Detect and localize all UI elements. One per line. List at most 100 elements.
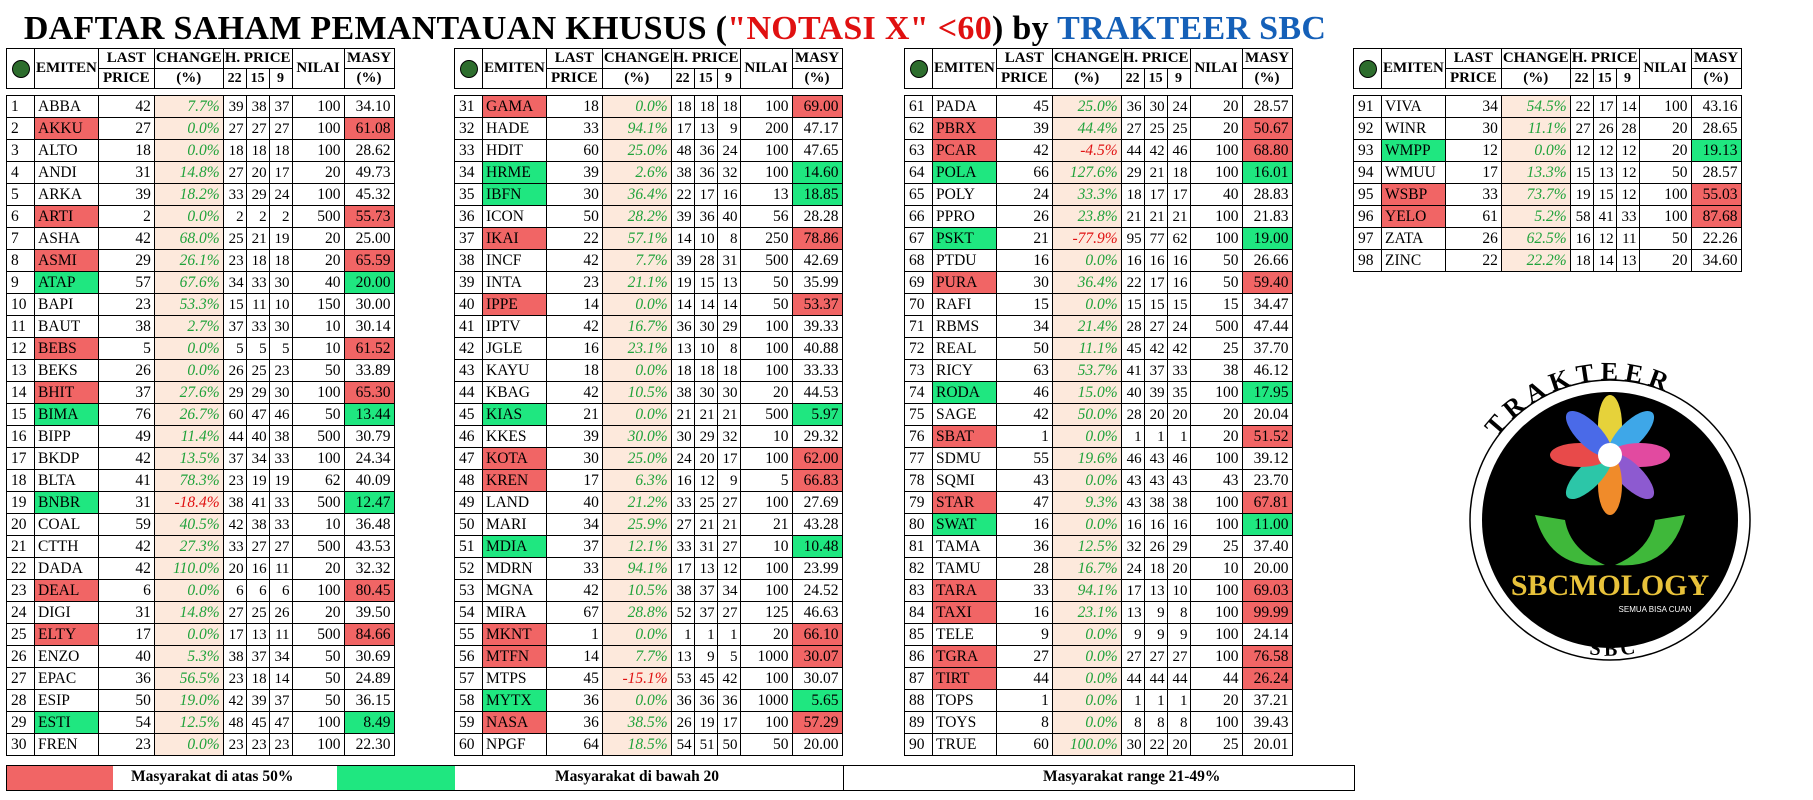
nilai: 20	[291, 227, 345, 250]
last-price: 34	[1444, 95, 1502, 118]
h-price-15: 25	[245, 359, 270, 382]
last-price: 31	[97, 161, 155, 184]
h-price-9: 16	[1166, 249, 1191, 272]
table-row: 96 YELO 61 5.2% 58 41 33 100 87.68	[1353, 205, 1742, 228]
table-row: 35 IBFN 30 36.4% 22 17 16 13 18.85	[454, 183, 843, 206]
h-price-15: 29	[693, 425, 718, 448]
h-price-22: 33	[670, 535, 695, 558]
h-price-9: 43	[1166, 469, 1191, 492]
last-price: 66	[995, 161, 1053, 184]
masy-percent: 55.03	[1690, 183, 1742, 206]
table-row: 98 ZINC 22 22.2% 18 14 13 20 34.60	[1353, 249, 1742, 272]
h-price-15: 26	[1592, 117, 1617, 140]
change-percent: 0.0%	[1051, 711, 1122, 734]
h-price-9: 33	[1615, 205, 1640, 228]
h-price-22: 20	[222, 557, 247, 580]
masy-percent: 51.52	[1241, 425, 1293, 448]
row-number: 93	[1353, 139, 1382, 162]
row-number: 74	[904, 381, 933, 404]
last-price: 5	[97, 337, 155, 360]
nilai: 20	[291, 249, 345, 272]
row-number: 57	[454, 667, 483, 690]
row-number: 96	[1353, 205, 1382, 228]
masy-percent: 32.32	[343, 557, 395, 580]
h-price-15: 20	[1143, 403, 1168, 426]
h-price-22: 48	[670, 139, 695, 162]
nilai: 100	[1189, 139, 1243, 162]
row-number: 44	[454, 381, 483, 404]
h-price-15: 16	[245, 557, 270, 580]
row-number: 38	[454, 249, 483, 272]
h-price-15: 9	[1143, 601, 1168, 624]
change-percent: 6.3%	[601, 469, 672, 492]
masy-percent: 28.28	[791, 205, 843, 228]
row-number: 79	[904, 491, 933, 514]
masy-percent: 37.40	[1241, 535, 1293, 558]
header-price: PRICE	[545, 68, 603, 89]
table-row: 78 SQMI 43 0.0% 43 43 43 43 23.70	[904, 469, 1293, 492]
table-row: 47 KOTA 30 25.0% 24 20 17 100 62.00	[454, 447, 843, 470]
h-price-22: 27	[222, 161, 247, 184]
header-change: CHANGE	[153, 48, 224, 69]
nilai: 50	[291, 359, 345, 382]
change-percent: 28.8%	[601, 601, 672, 624]
sbc-logo-icon	[459, 59, 478, 78]
h-price-15: 26	[1143, 535, 1168, 558]
h-price-22: 18	[670, 95, 695, 118]
change-percent: 36.4%	[601, 183, 672, 206]
emiten-code: ATAP	[34, 271, 99, 294]
row-number: 34	[454, 161, 483, 184]
h-price-9: 38	[268, 425, 293, 448]
change-percent: 12.5%	[153, 711, 224, 734]
h-price-15: 41	[1592, 205, 1617, 228]
last-price: 1	[995, 689, 1053, 712]
h-price-22: 15	[1569, 161, 1594, 184]
nilai: 20	[291, 161, 345, 184]
h-price-22: 22	[1569, 95, 1594, 118]
nilai: 100	[739, 161, 793, 184]
emiten-code: WMPP	[1381, 139, 1446, 162]
h-price-22: 36	[670, 315, 695, 338]
nilai: 100	[739, 711, 793, 734]
header-masy-unit: (%)	[1690, 68, 1742, 89]
table-row: 74 RODA 46 15.0% 40 39 35 100 17.95	[904, 381, 1293, 404]
row-number: 22	[6, 557, 35, 580]
h-price-15: 42	[1143, 337, 1168, 360]
nilai: 10	[291, 315, 345, 338]
h-price-15: 36	[693, 205, 718, 228]
header-change-unit: (%)	[153, 68, 224, 89]
masy-percent: 5.97	[791, 403, 843, 426]
emiten-code: FREN	[34, 733, 99, 756]
row-number: 95	[1353, 183, 1382, 206]
change-percent: 0.0%	[153, 579, 224, 602]
change-percent: 0.0%	[153, 139, 224, 162]
h-price-15: 29	[245, 183, 270, 206]
h-price-22: 18	[670, 359, 695, 382]
h-price-15: 37	[693, 579, 718, 602]
row-number: 25	[6, 623, 35, 646]
change-percent: 25.0%	[601, 139, 672, 162]
h-price-9: 37	[268, 95, 293, 118]
h-price-9: 32	[716, 425, 741, 448]
change-percent: 0.0%	[1051, 249, 1122, 272]
emiten-code: CTTH	[34, 535, 99, 558]
row-number: 8	[6, 249, 35, 272]
row-number: 4	[6, 161, 35, 184]
masy-percent: 43.28	[791, 513, 843, 536]
table-row: 80 SWAT 16 0.0% 16 16 16 100 11.00	[904, 513, 1293, 536]
change-percent: 15.0%	[1051, 381, 1122, 404]
h-price-15: 27	[1143, 645, 1168, 668]
h-price-9: 13	[1615, 249, 1640, 272]
change-percent: 26.1%	[153, 249, 224, 272]
nilai: 50	[291, 689, 345, 712]
last-price: 67	[545, 601, 603, 624]
h-price-9: 18	[268, 249, 293, 272]
last-price: 28	[995, 557, 1053, 580]
h-price-15: 38	[245, 95, 270, 118]
h-price-15: 21	[693, 403, 718, 426]
h-price-15: 10	[693, 337, 718, 360]
change-percent: 11.1%	[1051, 337, 1122, 360]
table-row: 62 PBRX 39 44.4% 27 25 25 20 50.67	[904, 117, 1293, 140]
emiten-code: PSKT	[932, 227, 997, 250]
nilai: 44	[1189, 667, 1243, 690]
